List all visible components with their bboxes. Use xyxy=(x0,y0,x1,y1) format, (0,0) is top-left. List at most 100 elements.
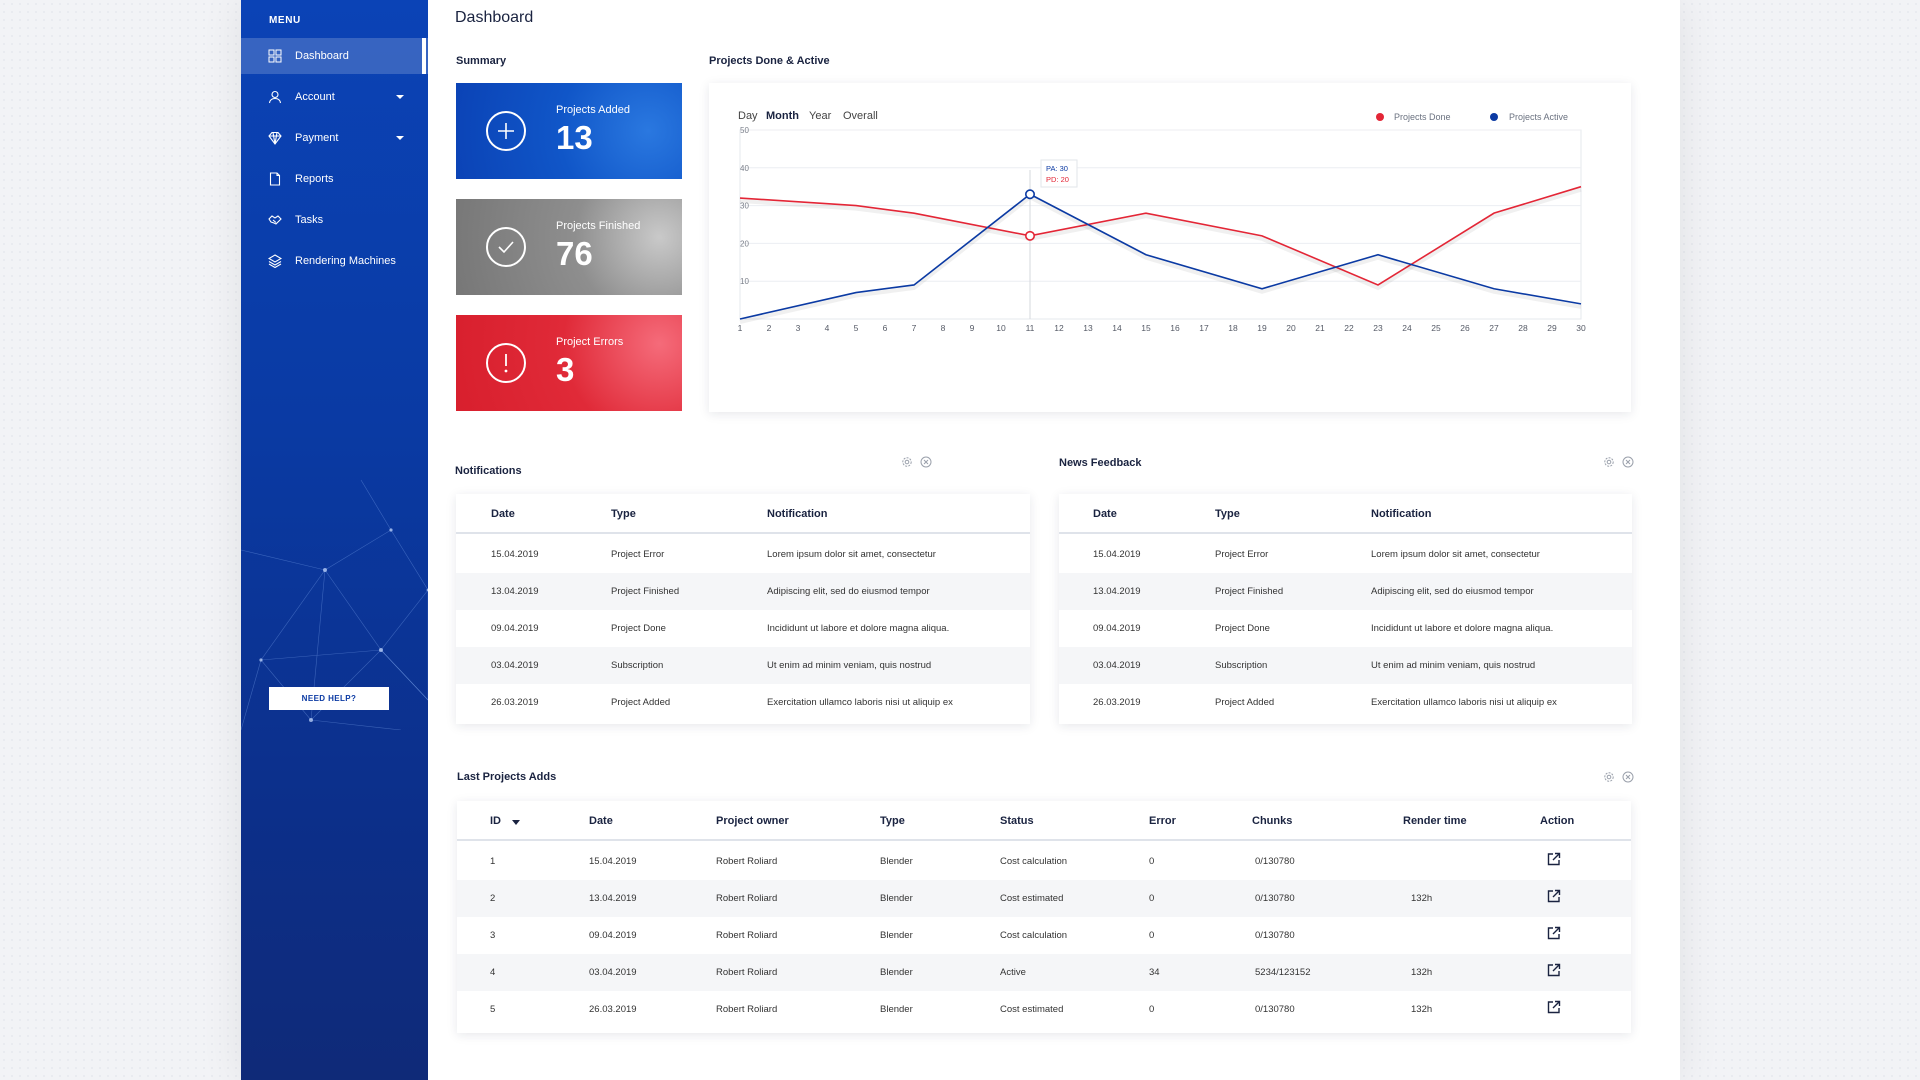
table-row[interactable]: 26.03.2019 Project Added Exercitation ul… xyxy=(1059,684,1632,721)
column-header[interactable]: Date xyxy=(491,508,515,520)
table-row[interactable]: 13.04.2019 Project Finished Adipiscing e… xyxy=(1059,573,1632,610)
column-header[interactable]: Date xyxy=(589,815,613,827)
edit-external-icon[interactable] xyxy=(1547,889,1561,903)
menu-title: MENU xyxy=(269,15,301,26)
table-row[interactable]: 5 26.03.2019 Robert Roliard Blender Cost… xyxy=(457,991,1631,1028)
column-header[interactable]: Project owner xyxy=(716,815,789,827)
y-tick-label: 20 xyxy=(740,239,749,248)
x-tick-label: 18 xyxy=(1228,323,1238,333)
table-row[interactable]: 3 09.04.2019 Robert Roliard Blender Cost… xyxy=(457,917,1631,954)
cell-chunks: 0/130780 xyxy=(1255,856,1295,867)
edit-external-icon[interactable] xyxy=(1547,1000,1561,1014)
sidebar-item-account[interactable]: Account xyxy=(241,79,428,115)
column-header[interactable]: Date xyxy=(1093,508,1117,520)
edit-external-icon[interactable] xyxy=(1547,926,1561,940)
column-header[interactable]: Type xyxy=(1215,508,1240,520)
column-header[interactable]: Status xyxy=(1000,815,1034,827)
table-row[interactable]: 26.03.2019 Project Added Exercitation ul… xyxy=(456,684,1030,721)
column-header[interactable]: Notification xyxy=(1371,508,1432,520)
cell-notification: Incididunt ut labore et dolore magna ali… xyxy=(1371,623,1554,634)
card-label: Projects Finished xyxy=(556,220,641,232)
x-tick-label: 12 xyxy=(1054,323,1064,333)
sidebar-item-payment[interactable]: Payment xyxy=(241,120,428,156)
column-header[interactable]: Notification xyxy=(767,508,828,520)
table-row[interactable]: 03.04.2019 Subscription Ut enim ad minim… xyxy=(1059,647,1632,684)
news-table: Date Type Notification 15.04.2019 Projec… xyxy=(1059,494,1632,724)
column-header[interactable]: Type xyxy=(880,815,905,827)
cell-chunks: 0/130780 xyxy=(1255,893,1295,904)
edit-external-icon[interactable] xyxy=(1547,852,1561,866)
table-row[interactable]: 09.04.2019 Project Done Incididunt ut la… xyxy=(456,610,1030,647)
sort-desc-icon[interactable] xyxy=(512,820,520,825)
table-row[interactable]: 15.04.2019 Project Error Lorem ipsum dol… xyxy=(1059,536,1632,573)
x-tick-label: 6 xyxy=(883,323,888,333)
tab-overall[interactable]: Overall xyxy=(843,110,878,122)
cell-id: 2 xyxy=(490,893,496,904)
cell-date: 26.03.2019 xyxy=(589,1004,637,1015)
summary-label: Summary xyxy=(456,55,507,67)
legend-projects-active: Projects Active xyxy=(1509,112,1569,122)
news-panel-icons xyxy=(1603,456,1634,470)
table-row[interactable]: 13.04.2019 Project Finished Adipiscing e… xyxy=(456,573,1030,610)
column-header[interactable]: Type xyxy=(611,508,636,520)
table-row[interactable]: 03.04.2019 Subscription Ut enim ad minim… xyxy=(456,647,1030,684)
edit-external-icon[interactable] xyxy=(1547,963,1561,977)
cell-error: 0 xyxy=(1149,893,1155,904)
cell-status: Cost calculation xyxy=(1000,930,1068,941)
x-tick-label: 16 xyxy=(1170,323,1180,333)
table-row[interactable]: 1 15.04.2019 Robert Roliard Blender Cost… xyxy=(457,843,1631,880)
cell-type: Project Done xyxy=(611,623,666,634)
y-tick-label: 50 xyxy=(740,126,749,135)
column-header-id[interactable]: ID xyxy=(490,815,501,827)
x-tick-label: 19 xyxy=(1257,323,1267,333)
close-icon[interactable] xyxy=(1622,456,1634,468)
project-errors-card[interactable]: Project Errors 3 xyxy=(456,315,682,411)
gear-icon[interactable] xyxy=(1603,771,1615,783)
projects-finished-card[interactable]: Projects Finished 76 xyxy=(456,199,682,295)
app-frame: MENU Dashboard Account Payment xyxy=(241,0,1680,1080)
gear-icon[interactable] xyxy=(1603,456,1615,468)
cell-type: Project Error xyxy=(611,549,665,560)
table-row[interactable]: 09.04.2019 Project Done Incididunt ut la… xyxy=(1059,610,1632,647)
cell-date: 15.04.2019 xyxy=(589,856,637,867)
column-header[interactable]: Render time xyxy=(1403,815,1467,827)
card-value: 3 xyxy=(556,351,575,388)
cell-notification: Lorem ipsum dolor sit amet, consectetur xyxy=(767,549,936,560)
need-help-button[interactable]: NEED HELP? xyxy=(269,687,389,710)
cell-render-time: 132h xyxy=(1411,1004,1433,1015)
column-header[interactable]: Error xyxy=(1149,815,1176,827)
tab-day[interactable]: Day xyxy=(738,110,758,122)
cell-date: 09.04.2019 xyxy=(1093,623,1141,634)
x-tick-label: 14 xyxy=(1112,323,1122,333)
sidebar-item-dashboard[interactable]: Dashboard xyxy=(241,38,428,74)
table-row[interactable]: 2 13.04.2019 Robert Roliard Blender Cost… xyxy=(457,880,1631,917)
series-shadow xyxy=(739,194,1582,324)
column-header[interactable]: Action xyxy=(1540,815,1575,827)
table-row[interactable]: 15.04.2019 Project Error Lorem ipsum dol… xyxy=(456,536,1030,573)
cell-type: Blender xyxy=(880,856,913,867)
close-icon[interactable] xyxy=(920,456,932,468)
gear-icon[interactable] xyxy=(901,456,913,468)
sidebar-item-tasks[interactable]: Tasks xyxy=(241,202,428,238)
projects-added-card[interactable]: Projects Added 13 xyxy=(456,83,682,179)
cell-owner: Robert Roliard xyxy=(716,967,778,978)
sidebar-item-rendering-machines[interactable]: Rendering Machines xyxy=(241,243,428,279)
cell-date: 03.04.2019 xyxy=(589,967,637,978)
cell-type: Project Finished xyxy=(1215,586,1284,597)
table-row[interactable]: 4 03.04.2019 Robert Roliard Blender Acti… xyxy=(457,954,1631,991)
cell-date: 03.04.2019 xyxy=(1093,660,1141,671)
close-icon[interactable] xyxy=(1622,771,1634,783)
cell-date: 13.04.2019 xyxy=(589,893,637,904)
tab-month[interactable]: Month xyxy=(766,110,799,122)
card-label: Project Errors xyxy=(556,336,624,348)
column-header[interactable]: Chunks xyxy=(1252,815,1293,827)
sidebar-item-label: Account xyxy=(295,91,335,103)
series-line-projects-active xyxy=(739,193,1582,320)
cell-owner: Robert Roliard xyxy=(716,930,778,941)
tab-year[interactable]: Year xyxy=(809,110,832,122)
sidebar-item-reports[interactable]: Reports xyxy=(241,161,428,197)
x-tick-label: 23 xyxy=(1373,323,1383,333)
cell-type: Project Added xyxy=(611,697,671,708)
alert-circle-icon xyxy=(486,343,526,383)
series-line-projects-done xyxy=(739,185,1582,286)
